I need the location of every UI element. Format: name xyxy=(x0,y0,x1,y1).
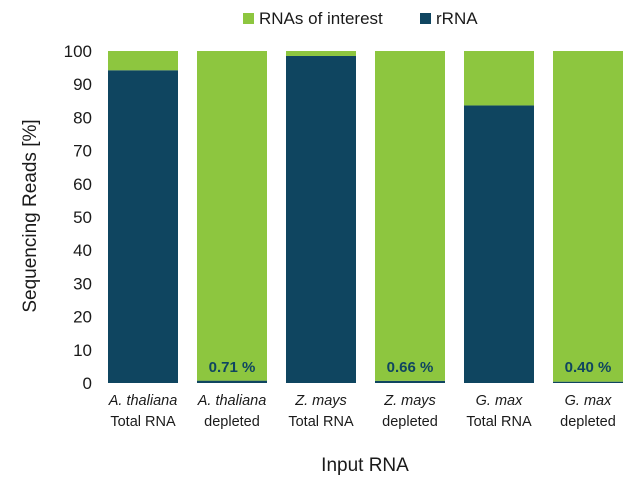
x-category-species-label: A. thaliana xyxy=(108,393,178,409)
y-tick-label: 50 xyxy=(73,208,92,227)
y-axis-ticks: 0 10 20 30 40 50 60 70 80 90 100 xyxy=(64,42,92,393)
bar-segment-rnas-of-interest-3 xyxy=(375,51,445,381)
x-category-species-label: G. max xyxy=(565,393,612,409)
legend-label: RNAs of interest xyxy=(259,9,383,28)
bar-segment-rrna-0 xyxy=(108,70,178,384)
bar-segment-rnas-of-interest-2 xyxy=(286,51,356,56)
y-tick-label: 10 xyxy=(73,341,92,360)
x-category-condition-label: Total RNA xyxy=(110,414,176,430)
bars xyxy=(108,51,623,384)
bar-segment-rrna-1 xyxy=(197,380,267,383)
y-tick-label: 90 xyxy=(73,75,92,94)
bar-segment-rnas-of-interest-1 xyxy=(197,51,267,381)
bar-segment-rnas-of-interest-0 xyxy=(108,51,178,71)
y-tick-label: 80 xyxy=(73,108,92,127)
x-category-condition-label: depleted xyxy=(204,414,260,430)
y-tick-label: 40 xyxy=(73,241,92,260)
legend-label: rRNA xyxy=(436,9,478,28)
x-category-condition-label: depleted xyxy=(560,414,616,430)
x-category-species-label: Z. mays xyxy=(383,393,436,409)
y-tick-label: 0 xyxy=(83,374,92,393)
legend: RNAs of interest rRNA xyxy=(243,9,478,28)
legend-swatch-rnas-of-interest xyxy=(243,13,254,24)
y-tick-label: 30 xyxy=(73,274,92,293)
bar-segment-rrna-4 xyxy=(464,105,534,383)
y-tick-label: 70 xyxy=(73,142,92,161)
x-category-species-label: G. max xyxy=(476,393,523,409)
bar-segment-rrna-3 xyxy=(375,380,445,383)
bar-segment-rnas-of-interest-5 xyxy=(553,51,623,382)
bar-segment-rrna-2 xyxy=(286,55,356,383)
data-label: 0.66 % xyxy=(387,359,434,376)
x-category-species-label: Z. mays xyxy=(294,393,347,409)
data-label: 0.71 % xyxy=(209,359,256,376)
x-category-condition-label: depleted xyxy=(382,414,438,430)
y-tick-label: 20 xyxy=(73,308,92,327)
x-axis-title: Input RNA xyxy=(321,455,409,476)
x-category-condition-label: Total RNA xyxy=(466,414,532,430)
bar-segment-rnas-of-interest-4 xyxy=(464,51,534,106)
y-tick-label: 60 xyxy=(73,175,92,194)
x-category-species-label: A. thaliana xyxy=(197,393,267,409)
x-category-condition-label: Total RNA xyxy=(288,414,354,430)
data-label: 0.40 % xyxy=(565,359,612,376)
y-tick-label: 100 xyxy=(64,42,92,61)
data-labels: 0.71 % 0.66 % 0.40 % xyxy=(209,359,612,376)
x-axis-category-labels: A. thaliana Total RNA A. thaliana depleted Z… xyxy=(108,393,616,430)
legend-swatch-rrna xyxy=(420,13,431,24)
bar-segment-rrna-5 xyxy=(553,381,623,383)
y-axis-title: Sequencing Reads [%] xyxy=(20,119,41,312)
